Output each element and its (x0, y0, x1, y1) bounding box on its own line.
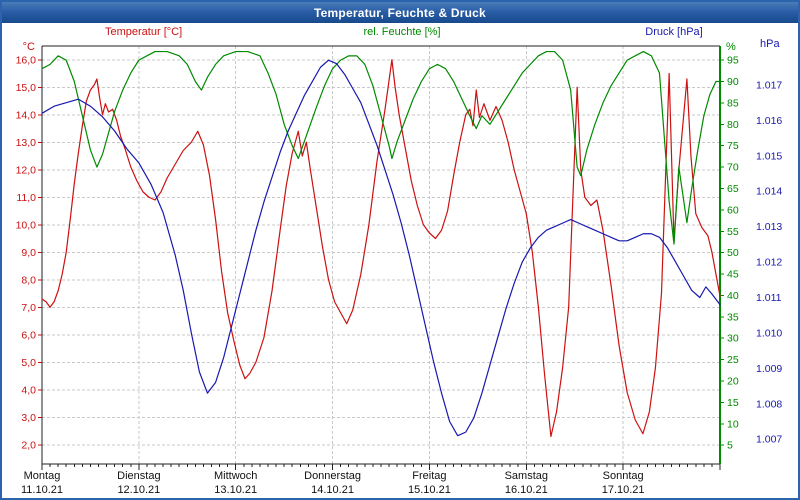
svg-text:35: 35 (727, 311, 739, 323)
svg-text:1.015: 1.015 (756, 150, 782, 162)
svg-text:Sonntag: Sonntag (603, 470, 644, 482)
svg-text:50: 50 (727, 247, 739, 259)
svg-text:45: 45 (727, 269, 739, 281)
svg-text:80: 80 (727, 119, 739, 131)
humidity-axis-ticks: 95 90 85 80 75 70 65 60 55 50 45 40 35 30 25 20 15 10 5 (720, 55, 739, 452)
x-axis-day-labels: Montag 11.10.21 Dienstag 12.10.21 Mittwoch 13… (21, 470, 645, 496)
svg-text:1.008: 1.008 (756, 398, 782, 410)
svg-text:5,0: 5,0 (21, 357, 36, 369)
svg-text:9,0: 9,0 (21, 247, 36, 259)
svg-text:Montag: Montag (24, 470, 61, 482)
svg-text:6,0: 6,0 (21, 329, 36, 341)
plot-frame (41, 45, 721, 465)
pressure-series (41, 59, 721, 437)
svg-text:10: 10 (727, 418, 739, 430)
svg-text:Donnerstag: Donnerstag (304, 470, 361, 482)
temperature-axis-title: Temperatur [°C] (105, 26, 182, 38)
svg-text:90: 90 (727, 76, 739, 88)
svg-text:55: 55 (727, 226, 739, 238)
svg-text:Freitag: Freitag (412, 470, 446, 482)
window-title: Temperatur, Feuchte & Druck (314, 5, 486, 20)
svg-text:13.10.21: 13.10.21 (214, 484, 257, 496)
svg-text:7,0: 7,0 (21, 302, 36, 314)
svg-text:20: 20 (727, 376, 739, 388)
svg-text:16,0: 16,0 (16, 54, 37, 66)
svg-text:17.10.21: 17.10.21 (602, 484, 645, 496)
svg-text:40: 40 (727, 290, 739, 302)
svg-text:25: 25 (727, 354, 739, 366)
svg-text:8,0: 8,0 (21, 274, 36, 286)
svg-text:1.013: 1.013 (756, 221, 782, 233)
svg-text:75: 75 (727, 140, 739, 152)
svg-text:15.10.21: 15.10.21 (408, 484, 451, 496)
svg-text:Mittwoch: Mittwoch (214, 470, 257, 482)
window-titlebar: Temperatur, Feuchte & Druck (2, 2, 798, 23)
svg-text:30: 30 (727, 333, 739, 345)
svg-text:85: 85 (727, 97, 739, 109)
svg-text:1.016: 1.016 (756, 115, 782, 127)
humidity-unit-label: % (726, 41, 736, 53)
svg-text:Dienstag: Dienstag (117, 470, 160, 482)
pressure-axis-ticks: 1.017 1.016 1.015 1.014 1.013 1.012 1.011 1.010… (756, 79, 782, 445)
svg-text:4,0: 4,0 (21, 384, 36, 396)
svg-text:2,0: 2,0 (21, 439, 36, 451)
svg-text:60: 60 (727, 204, 739, 216)
svg-text:5: 5 (727, 440, 733, 452)
horizontal-gridlines (42, 59, 720, 446)
axis-header-labels: °C Temperatur [°C] rel. Feuchte [%] Druck [… (23, 26, 781, 53)
pressure-axis-title: Druck [hPa] (645, 26, 702, 38)
plot-area (42, 46, 720, 464)
temperature-axis-ticks: 16,0 15,0 14,0 13,0 12,0 11,0 10,0 9,0 8,0 7,0 6,0… (16, 54, 42, 451)
svg-text:11,0: 11,0 (16, 192, 36, 204)
svg-text:16.10.21: 16.10.21 (505, 484, 548, 496)
svg-text:1.017: 1.017 (756, 79, 782, 91)
svg-text:3,0: 3,0 (21, 412, 36, 424)
svg-text:13,0: 13,0 (16, 137, 37, 149)
svg-text:95: 95 (727, 55, 739, 67)
svg-text:15: 15 (727, 397, 739, 409)
svg-text:11.10.21: 11.10.21 (21, 484, 63, 496)
svg-text:1.009: 1.009 (756, 363, 782, 375)
svg-text:1.014: 1.014 (756, 186, 782, 198)
humidity-series (41, 50, 721, 245)
svg-text:12,0: 12,0 (16, 164, 37, 176)
svg-text:14,0: 14,0 (16, 109, 37, 121)
svg-text:10,0: 10,0 (16, 219, 37, 231)
svg-text:Samstag: Samstag (505, 470, 548, 482)
svg-text:1.012: 1.012 (756, 257, 782, 269)
svg-text:1.007: 1.007 (756, 434, 782, 446)
svg-text:15,0: 15,0 (16, 82, 37, 94)
svg-text:12.10.21: 12.10.21 (117, 484, 160, 496)
svg-text:1.010: 1.010 (756, 327, 782, 339)
temperature-unit-label: °C (23, 41, 35, 53)
svg-text:65: 65 (727, 183, 739, 195)
pressure-unit-label: hPa (760, 38, 780, 50)
svg-text:70: 70 (727, 162, 739, 174)
svg-text:1.011: 1.011 (756, 292, 782, 304)
svg-text:14.10.21: 14.10.21 (311, 484, 354, 496)
temperature-series (41, 59, 721, 438)
humidity-axis-title: rel. Feuchte [%] (363, 26, 440, 38)
